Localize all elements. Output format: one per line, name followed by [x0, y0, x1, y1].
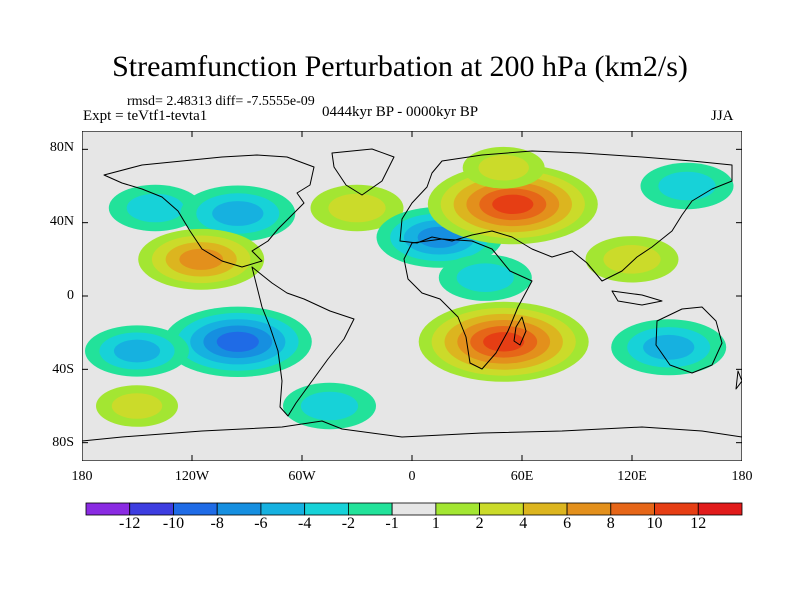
coast-greenland — [331, 148, 395, 196]
anomaly-4 — [427, 164, 598, 245]
period-label: 0444kyr BP - 0000kyr BP — [322, 104, 479, 120]
colorbar-label: -8 — [210, 515, 224, 532]
colorbar-label: -1 — [385, 515, 399, 532]
contour-band — [328, 193, 386, 223]
colorbar-label: -4 — [298, 515, 312, 532]
colorbar-swatch — [173, 502, 218, 516]
map-plot — [82, 131, 742, 461]
field-contours — [85, 146, 734, 430]
colorbar — [85, 502, 743, 516]
x-tick-label: 0 — [408, 469, 416, 484]
coast-new-zealand — [735, 370, 742, 390]
contour-band — [417, 226, 462, 248]
coast-eurasia — [399, 150, 733, 282]
season-label: JJA — [711, 108, 734, 124]
anomaly-8 — [438, 254, 532, 301]
contour-band — [300, 391, 359, 421]
colorbar-swatch — [304, 502, 349, 516]
contour-band — [216, 331, 259, 352]
anomaly-15 — [283, 382, 376, 430]
contour-band — [478, 154, 529, 181]
anomaly-10 — [163, 306, 312, 377]
map-background — [82, 131, 742, 461]
coast-south-america — [251, 266, 355, 417]
chart-title: Streamfunction Perturbation at 200 hPa (… — [112, 50, 688, 83]
anomaly-11 — [85, 325, 189, 377]
y-tick-label: 80S — [52, 435, 74, 450]
colorbar-swatch — [566, 502, 612, 516]
coastlines — [82, 148, 742, 442]
colorbar-label: 6 — [563, 515, 572, 532]
y-tick-label: 40S — [52, 362, 74, 377]
colorbar-swatch — [697, 502, 743, 516]
colorbar-swatch — [435, 502, 480, 516]
colorbar-label: 1 — [431, 515, 440, 532]
colorbar-swatch — [260, 502, 306, 516]
colorbar-label: 8 — [606, 515, 615, 532]
y-tick-label: 40N — [49, 214, 74, 229]
contour-band — [179, 248, 224, 270]
experiment-label: Expt = teVtf1-tevta1 — [83, 108, 208, 124]
colorbar-label: -2 — [341, 515, 356, 532]
colorbar-label: 12 — [690, 515, 707, 532]
colorbar-swatch — [85, 502, 131, 516]
anomaly-1 — [180, 185, 296, 242]
contour-band — [643, 334, 695, 360]
contour-band — [111, 393, 163, 419]
contour-band — [492, 194, 534, 214]
colorbar-swatch — [479, 502, 524, 516]
colorbar-swatch — [654, 502, 699, 516]
colorbar-swatch — [522, 502, 568, 516]
colorbar-label: 10 — [646, 515, 663, 532]
anomaly-3 — [376, 206, 503, 268]
anomaly-12 — [418, 301, 589, 382]
anomaly-0 — [108, 184, 202, 232]
x-tick-label: 180 — [731, 469, 753, 484]
contour-band — [212, 201, 264, 226]
coast-africa — [403, 238, 533, 370]
anomaly-9 — [585, 236, 679, 283]
anomaly-5 — [462, 146, 545, 189]
coast-north-america — [103, 154, 315, 268]
anomaly-6 — [640, 162, 734, 210]
colorbar-swatch — [610, 502, 655, 516]
colorbar-label: 2 — [475, 515, 484, 532]
anomaly-2 — [310, 184, 404, 232]
contour-band — [603, 245, 661, 274]
contour-band — [456, 263, 514, 292]
anomaly-14 — [96, 385, 178, 427]
colorbar-swatch — [129, 502, 174, 516]
y-tick-label: 0 — [67, 288, 74, 303]
colorbar-swatch — [216, 502, 262, 516]
coast-antarctica — [82, 420, 742, 442]
anomaly-7 — [138, 228, 265, 290]
x-tick-label: 120W — [174, 469, 210, 484]
coast-australia — [655, 306, 723, 374]
tick-marks — [82, 131, 742, 461]
contour-band — [483, 332, 525, 352]
stats-text: rmsd= 2.48313 diff= -7.5555e-09 — [127, 94, 315, 109]
x-tick-label: 60E — [510, 469, 534, 484]
anomaly-13 — [611, 319, 727, 376]
contour-band — [658, 171, 716, 201]
colorbar-label: -10 — [162, 515, 185, 532]
x-tick-label: 60W — [288, 469, 316, 484]
colorbar-swatch — [347, 502, 393, 516]
contour-band — [126, 193, 184, 223]
colorbar-label: 4 — [519, 515, 528, 532]
contour-band — [113, 339, 161, 363]
x-tick-label: 180 — [71, 469, 93, 484]
coast-madagascar — [513, 316, 527, 346]
colorbar-label: -12 — [119, 515, 141, 532]
colorbar-label: -6 — [254, 515, 268, 532]
x-tick-label: 120E — [617, 469, 647, 484]
coast-indonesia — [611, 290, 663, 306]
colorbar-swatch — [391, 502, 437, 516]
y-tick-label: 80N — [49, 140, 74, 155]
